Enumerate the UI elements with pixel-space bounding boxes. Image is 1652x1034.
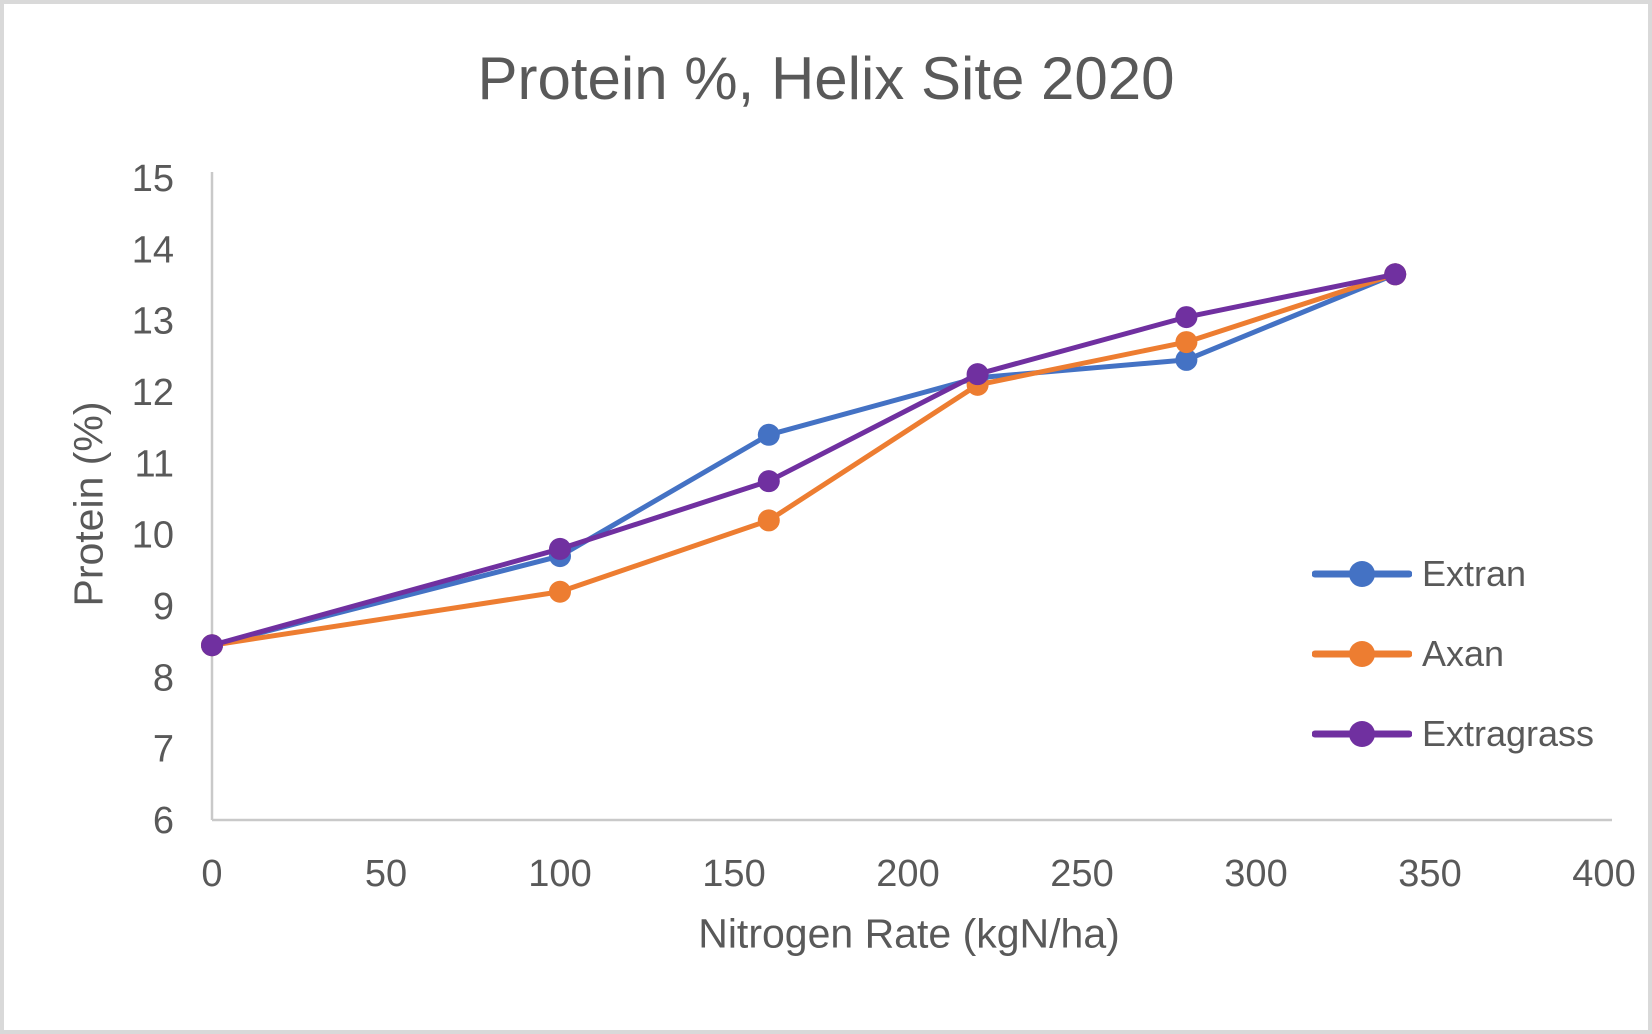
legend-item-extragrass: Extragrass — [1312, 694, 1594, 774]
legend-marker-icon — [1312, 561, 1412, 587]
data-point-extragrass — [1384, 263, 1407, 286]
data-point-extragrass — [966, 363, 989, 386]
x-tick-label: 0 — [201, 853, 222, 895]
x-tick-label: 250 — [1050, 853, 1113, 895]
x-tick-label: 300 — [1224, 853, 1287, 895]
data-point-extragrass — [1175, 306, 1198, 329]
y-tick-label: 15 — [132, 158, 174, 200]
y-tick-label: 13 — [132, 301, 174, 343]
legend-marker-icon — [1312, 721, 1412, 747]
y-tick-label: 9 — [153, 586, 174, 628]
legend-item-axan: Axan — [1312, 614, 1594, 694]
x-tick-label: 400 — [1572, 853, 1635, 895]
x-tick-label: 200 — [876, 853, 939, 895]
legend-label: Axan — [1422, 633, 1505, 674]
x-tick-label: 150 — [702, 853, 765, 895]
data-point-extran — [1175, 348, 1198, 371]
y-tick-label: 12 — [132, 372, 174, 414]
y-tick-label: 14 — [132, 229, 174, 271]
y-tick-label: 8 — [153, 657, 174, 699]
data-point-extragrass — [549, 537, 571, 560]
legend-dot-axan — [1349, 641, 1375, 667]
x-tick-label: 100 — [528, 853, 591, 895]
series-line-extragrass — [209, 271, 1398, 648]
data-point-extragrass — [201, 634, 223, 657]
x-tick-label: 350 — [1398, 853, 1461, 895]
legend-dot-extran — [1349, 561, 1375, 587]
legend-item-extran: Extran — [1312, 534, 1594, 614]
series-line-axan — [209, 271, 1398, 648]
data-point-extran — [757, 423, 780, 446]
data-point-extragrass — [757, 470, 780, 493]
data-point-axan — [549, 580, 571, 603]
y-tick-label: 7 — [153, 729, 174, 771]
legend: Extran Axan Extragrass — [1312, 534, 1594, 774]
y-tick-label: 11 — [135, 443, 174, 485]
legend-marker-icon — [1312, 641, 1412, 667]
data-point-axan — [757, 509, 780, 532]
y-tick-label: 10 — [132, 515, 174, 557]
legend-label: Extragrass — [1422, 713, 1595, 754]
x-tick-label: 50 — [365, 853, 407, 895]
y-axis-title: Protein (%) — [65, 401, 112, 607]
legend-dot-extragrass — [1349, 721, 1375, 747]
y-tick-label: 6 — [153, 800, 174, 842]
data-point-axan — [1175, 331, 1198, 354]
chart-title: Protein %, Helix Site 2020 — [477, 45, 1175, 112]
x-axis-title: Nitrogen Rate (kgN/ha) — [698, 910, 1120, 957]
series-line-extran — [209, 271, 1398, 648]
legend-label: Extran — [1422, 553, 1527, 594]
